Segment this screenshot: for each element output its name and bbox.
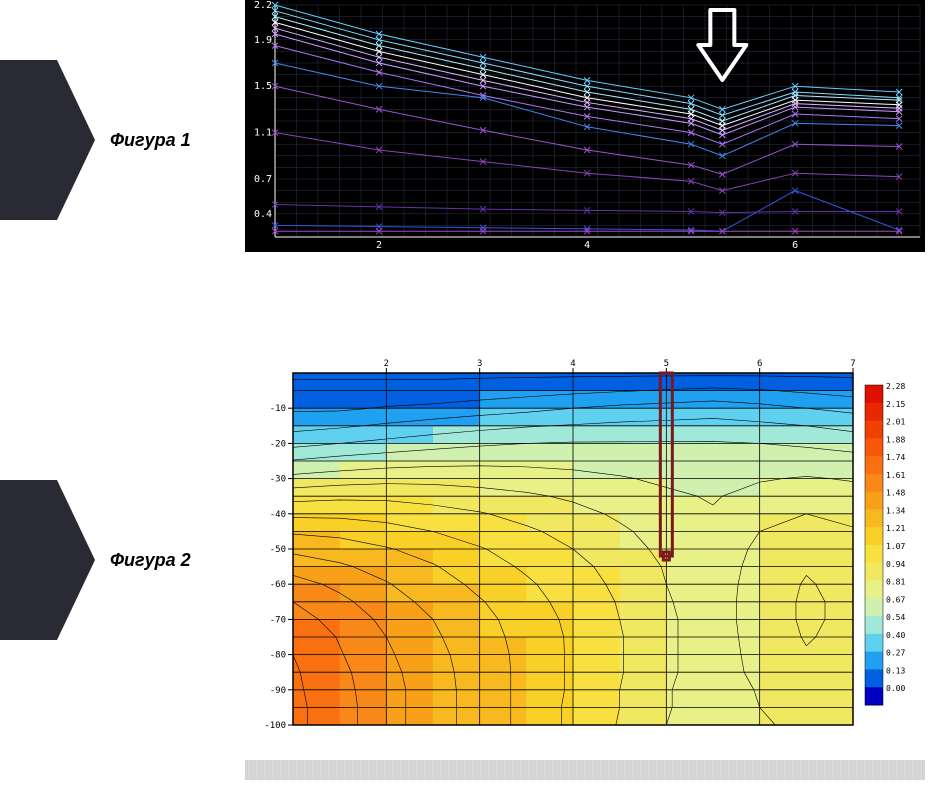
svg-text:0.40: 0.40 bbox=[886, 631, 905, 640]
svg-text:5: 5 bbox=[664, 359, 669, 369]
pentagon-shape-2 bbox=[0, 480, 95, 640]
svg-text:2: 2 bbox=[384, 359, 389, 369]
svg-text:3: 3 bbox=[477, 359, 482, 369]
svg-text:-100: -100 bbox=[264, 721, 286, 731]
svg-text:1.48: 1.48 bbox=[886, 489, 905, 498]
svg-text:1.61: 1.61 bbox=[886, 471, 905, 480]
svg-text:-80: -80 bbox=[270, 651, 286, 661]
svg-text:-70: -70 bbox=[270, 615, 286, 625]
figure1-label: Фигура 1 bbox=[110, 130, 191, 151]
svg-text:0.54: 0.54 bbox=[886, 613, 905, 622]
svg-text:0.81: 0.81 bbox=[886, 578, 905, 587]
noise-decoration bbox=[245, 760, 925, 780]
svg-text:6: 6 bbox=[792, 240, 798, 251]
svg-text:2.01: 2.01 bbox=[886, 418, 905, 427]
svg-text:4: 4 bbox=[570, 359, 575, 369]
figure2-label: Фигура 2 bbox=[110, 550, 191, 571]
svg-text:0.4: 0.4 bbox=[254, 209, 272, 220]
svg-text:2: 2 bbox=[376, 240, 382, 251]
svg-text:2.28: 2.28 bbox=[886, 382, 905, 391]
svg-text:0.7: 0.7 bbox=[254, 174, 272, 185]
svg-text:0.94: 0.94 bbox=[886, 560, 905, 569]
svg-text:-60: -60 bbox=[270, 580, 286, 590]
contour-heatmap: 2 3 4 5 6 7 -10 -20 -30 -40 -50 -60 -70 -80 -90 -100 2.2… bbox=[245, 355, 925, 740]
svg-text:6: 6 bbox=[757, 359, 762, 369]
svg-text:2.2: 2.2 bbox=[254, 0, 272, 11]
svg-text:0.27: 0.27 bbox=[886, 649, 905, 658]
svg-text:1.34: 1.34 bbox=[886, 506, 905, 515]
svg-text:1.74: 1.74 bbox=[886, 453, 905, 462]
svg-text:1.9: 1.9 bbox=[254, 35, 272, 46]
svg-text:1.07: 1.07 bbox=[886, 542, 905, 551]
pentagon-shape-1 bbox=[0, 60, 95, 220]
svg-text:1.5: 1.5 bbox=[254, 81, 272, 92]
svg-text:7: 7 bbox=[850, 359, 855, 369]
svg-text:0.67: 0.67 bbox=[886, 595, 905, 604]
svg-text:1.21: 1.21 bbox=[886, 524, 905, 533]
svg-text:2.15: 2.15 bbox=[886, 400, 905, 409]
svg-text:-50: -50 bbox=[270, 545, 286, 555]
svg-text:-90: -90 bbox=[270, 686, 286, 696]
svg-text:0.00: 0.00 bbox=[886, 684, 905, 693]
line-chart: 0.4 0.7 1.1 1.5 1.9 2.2 2 4 6 bbox=[245, 0, 925, 257]
svg-text:-40: -40 bbox=[270, 510, 286, 520]
svg-text:0.13: 0.13 bbox=[886, 666, 905, 675]
svg-text:-30: -30 bbox=[270, 475, 286, 485]
svg-text:-10: -10 bbox=[270, 404, 286, 414]
figure2-label-block: Фигура 2 bbox=[0, 480, 191, 640]
svg-text:1.1: 1.1 bbox=[254, 128, 272, 139]
figure1-label-block: Фигура 1 bbox=[0, 60, 191, 220]
svg-text:-20: -20 bbox=[270, 439, 286, 449]
svg-text:4: 4 bbox=[584, 240, 590, 251]
svg-text:1.88: 1.88 bbox=[886, 435, 905, 444]
